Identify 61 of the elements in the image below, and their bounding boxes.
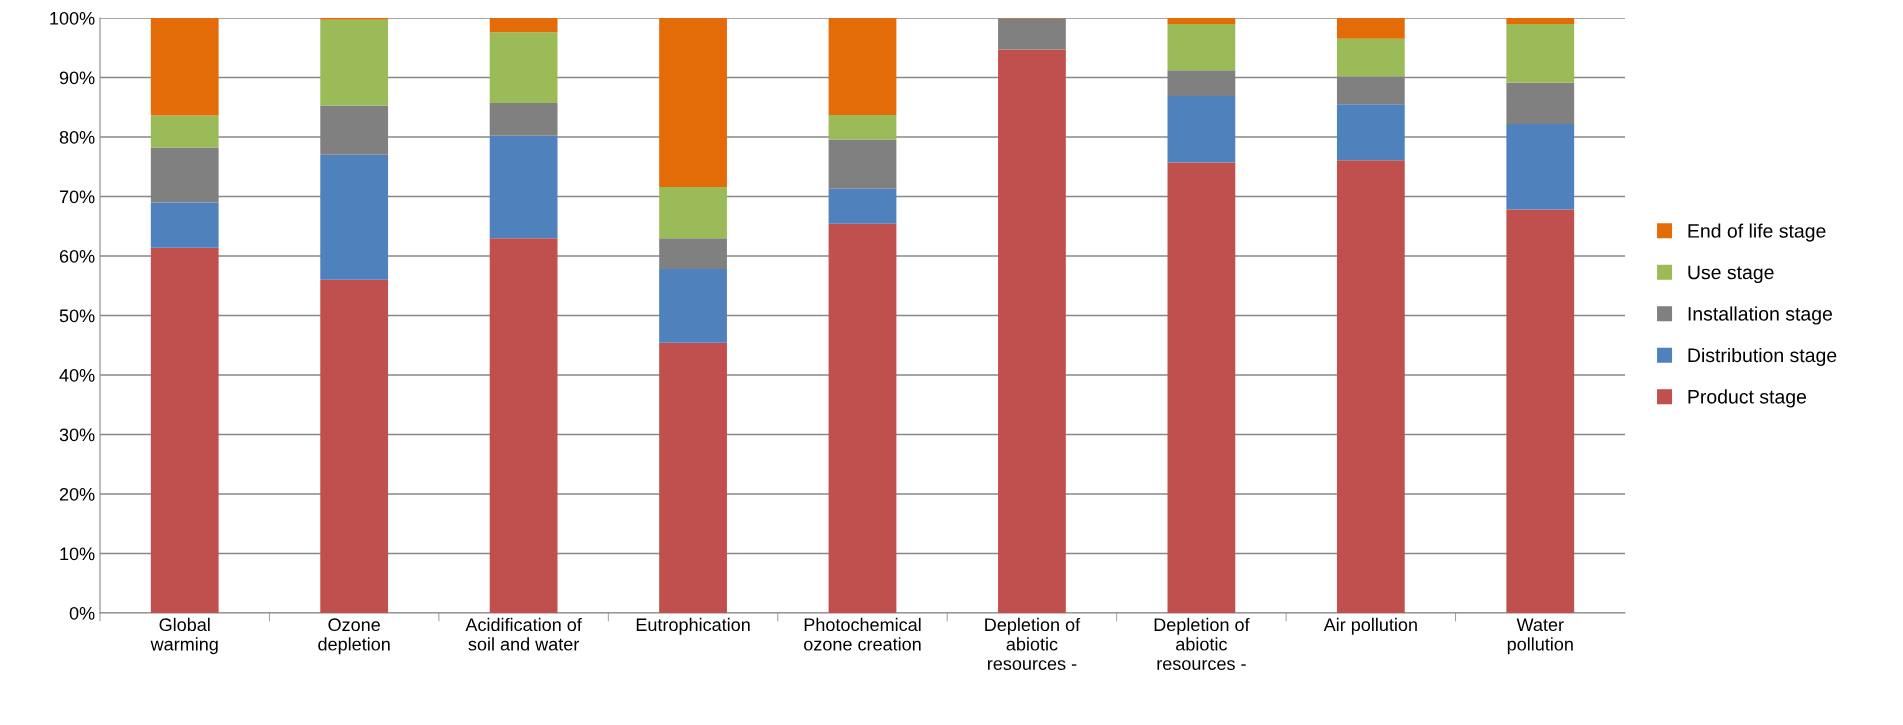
x-tick-label: Photochemical ozone creation: [804, 617, 921, 651]
bar: [659, 18, 727, 187]
legend-label: End of life stage: [1688, 223, 1826, 242]
bar: [320, 19, 389, 106]
bar: [489, 135, 558, 239]
x-tick-label: Ozone depletion: [318, 618, 390, 655]
bar: [1167, 95, 1236, 163]
bar: [828, 114, 897, 140]
y-tick-label: 50%: [59, 309, 95, 323]
bar: [659, 186, 727, 239]
bar: [1506, 18, 1575, 24]
legend-label: Product stage: [1688, 389, 1807, 408]
y-tick-label: 100%: [50, 11, 95, 25]
legend-label: Distribution stage: [1688, 347, 1837, 367]
x-tick-label: Depletion of abiotic resources -: [1154, 617, 1250, 671]
y-tick-label: 20%: [59, 487, 95, 501]
bar: [1336, 104, 1405, 161]
bar: [489, 103, 558, 136]
bar: [1506, 209, 1575, 613]
bar: [489, 32, 558, 104]
bar: [1506, 82, 1575, 124]
x-tick-label: Water pollution: [1507, 618, 1573, 655]
bar: [828, 188, 897, 224]
y-tick-label: 10%: [60, 547, 95, 561]
x-tick-label: Air pollution: [1323, 617, 1417, 635]
y-tick-label: 80%: [59, 130, 95, 144]
bar: [1167, 23, 1236, 71]
x-tick-label: Acidification of soil and water: [465, 617, 582, 651]
y-tick-label: 30%: [59, 428, 95, 442]
y-tick-label: 40%: [59, 368, 95, 382]
x-tick-label: Eutrophication: [636, 617, 750, 635]
bar: [320, 279, 389, 613]
y-tick-label: 0%: [69, 606, 95, 620]
bar: [659, 342, 727, 613]
bar: [489, 238, 558, 613]
bar: [1336, 18, 1405, 39]
bar: [150, 202, 219, 248]
bar: [150, 115, 219, 148]
bar: [659, 269, 727, 343]
legend-label: Use stage: [1688, 265, 1774, 284]
bar: [489, 18, 558, 33]
y-tick-label: 70%: [59, 190, 95, 204]
bar: [998, 49, 1066, 613]
bar: [1336, 38, 1405, 77]
bar: [828, 18, 897, 115]
bar: [1167, 18, 1236, 24]
y-tick-label: 90%: [59, 71, 95, 85]
bar: [320, 154, 389, 280]
bar: [150, 18, 219, 116]
bar: [828, 139, 897, 189]
bar: [998, 18, 1066, 50]
bar: [1167, 162, 1236, 613]
legend-label: Installation stage: [1688, 306, 1832, 325]
x-tick-label: Depletion of abiotic resources -: [985, 617, 1081, 671]
bar: [1506, 123, 1575, 210]
bar: [828, 223, 897, 613]
bar: [150, 247, 219, 613]
bar: [1506, 23, 1575, 83]
y-tick-label: 60%: [59, 249, 95, 263]
x-tick-label: Global warming: [150, 617, 218, 655]
bar: [1336, 160, 1405, 613]
